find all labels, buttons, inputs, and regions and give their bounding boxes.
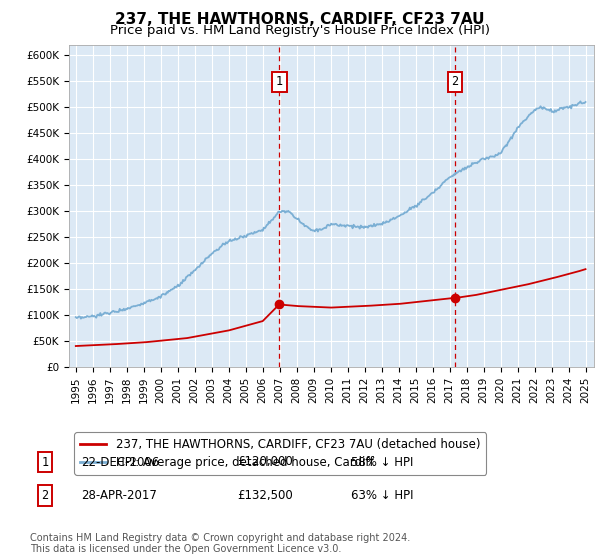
Text: £120,000: £120,000 (237, 455, 293, 469)
Text: 22-DEC-2006: 22-DEC-2006 (81, 455, 159, 469)
Legend: 237, THE HAWTHORNS, CARDIFF, CF23 7AU (detached house), HPI: Average price, deta: 237, THE HAWTHORNS, CARDIFF, CF23 7AU (d… (74, 432, 486, 475)
Text: 28-APR-2017: 28-APR-2017 (81, 489, 157, 502)
Text: 2: 2 (41, 489, 49, 502)
Text: 1: 1 (41, 455, 49, 469)
Text: £132,500: £132,500 (237, 489, 293, 502)
Text: 2: 2 (451, 76, 458, 88)
Text: 237, THE HAWTHORNS, CARDIFF, CF23 7AU: 237, THE HAWTHORNS, CARDIFF, CF23 7AU (115, 12, 485, 27)
Text: Contains HM Land Registry data © Crown copyright and database right 2024.
This d: Contains HM Land Registry data © Crown c… (30, 533, 410, 554)
Text: 1: 1 (275, 76, 283, 88)
Text: 58% ↓ HPI: 58% ↓ HPI (351, 455, 413, 469)
Text: Price paid vs. HM Land Registry's House Price Index (HPI): Price paid vs. HM Land Registry's House … (110, 24, 490, 37)
Text: 63% ↓ HPI: 63% ↓ HPI (351, 489, 413, 502)
